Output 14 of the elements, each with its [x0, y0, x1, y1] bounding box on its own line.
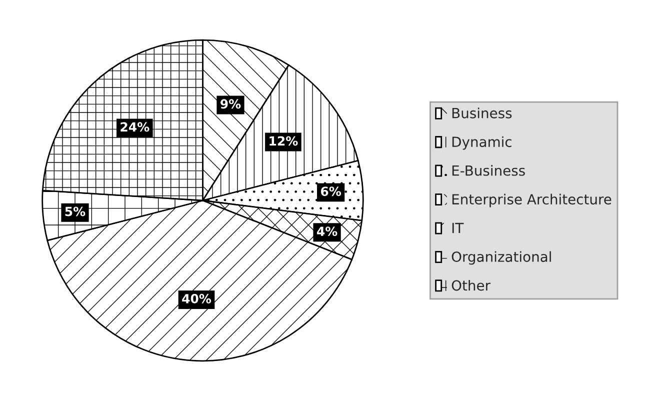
data-label: 4%	[316, 226, 338, 236]
data-label: 5%	[65, 206, 86, 216]
legend-label: Dynamic	[452, 136, 512, 150]
data-label: 40%	[182, 294, 212, 304]
legend-label: Business	[452, 108, 512, 118]
data-label: 12%	[270, 136, 298, 146]
data-label: 24%	[120, 122, 150, 132]
legend-label: E-Business	[452, 165, 525, 176]
legend-label: Other	[452, 280, 491, 291]
legend-label: IT	[452, 222, 464, 234]
data-label: 9%	[220, 99, 241, 109]
data-label: 6%	[320, 186, 342, 196]
legend-label: Organizational	[452, 251, 551, 265]
legend-label: Enterprise Architecture	[452, 194, 612, 208]
